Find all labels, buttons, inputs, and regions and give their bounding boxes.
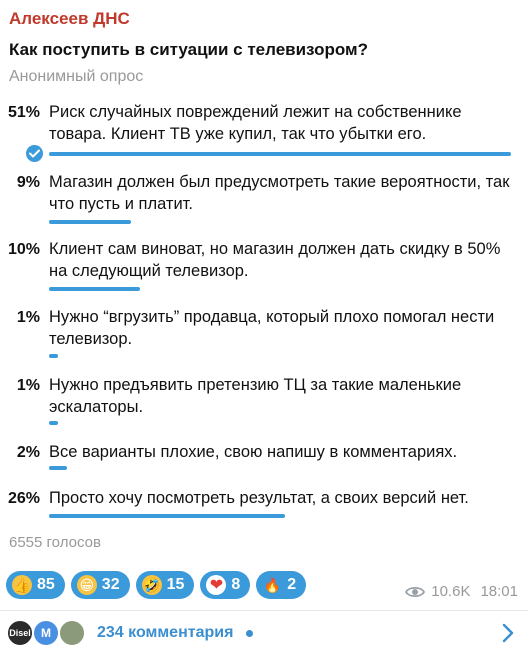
rofl-face-icon: 🤣 — [141, 575, 162, 595]
reaction-count: 8 — [231, 576, 241, 593]
option-percent: 51% — [7, 104, 40, 121]
chevron-right-icon[interactable] — [502, 623, 514, 643]
reaction-count: 2 — [287, 576, 297, 593]
option-result-bar — [49, 220, 131, 224]
option-percent: 26% — [7, 490, 40, 507]
option-text: Риск случайных повреждений лежит на собс… — [49, 103, 462, 143]
poll-type-label: Анонимный опрос — [9, 68, 144, 85]
option-percent: 1% — [16, 377, 40, 394]
channel-author[interactable]: Алексеев ДНС — [9, 9, 130, 28]
option-result-bar — [49, 287, 140, 291]
poll-question: Как поступить в ситуации с телевизором? — [9, 40, 368, 59]
option-result-bar — [49, 152, 511, 156]
option-percent: 9% — [16, 174, 40, 191]
option-result-bar — [49, 466, 67, 470]
avatar — [58, 619, 86, 647]
reaction-chip[interactable]: 🔥 2 — [256, 571, 307, 599]
fire-icon: 🔥 — [263, 576, 282, 593]
option-text: Все варианты плохие, свою напишу в комме… — [49, 443, 458, 461]
reaction-chip[interactable]: 🤣 15 — [135, 571, 195, 599]
comments-link[interactable]: Disel M 234 комментария — [0, 611, 528, 654]
option-result-bar — [49, 354, 58, 358]
reaction-count: 85 — [37, 576, 55, 593]
option-percent: 10% — [7, 241, 40, 258]
unread-dot — [246, 630, 253, 637]
reactions-bar: 👍 85 😁 32 🤣 15 ❤ 8 🔥 2 — [6, 571, 307, 599]
option-percent: 2% — [16, 444, 40, 461]
eye-icon — [405, 586, 426, 597]
commenter-avatars: Disel M — [6, 619, 90, 647]
thumbs-up-icon: 👍 — [12, 575, 32, 595]
option-text: Просто хочу посмотреть результат, а свои… — [49, 489, 469, 507]
option-text: Клиент сам виноват, но магазин должен да… — [49, 240, 501, 280]
option-percent: 1% — [16, 309, 40, 326]
option-result-bar — [49, 514, 285, 518]
option-text: Нужно “вгрузить” продавца, который плохо… — [49, 308, 495, 348]
grinning-face-icon: 😁 — [76, 575, 97, 595]
avatar: M — [32, 619, 60, 647]
option-text: Нужно предъявить претензию ТЦ за такие м… — [49, 376, 462, 416]
chosen-check-icon — [26, 145, 43, 162]
reaction-count: 32 — [101, 576, 120, 593]
reaction-count: 15 — [166, 576, 185, 593]
post-time: 18:01 — [480, 583, 518, 600]
reaction-chip[interactable]: 😁 32 — [70, 571, 130, 599]
post-meta: 10.6K 18:01 — [405, 583, 518, 600]
heart-icon: ❤ — [206, 575, 227, 595]
avatar: Disel — [6, 619, 34, 647]
reaction-chip[interactable]: ❤ 8 — [200, 571, 251, 599]
views-count: 10.6K — [431, 583, 471, 600]
option-result-bar — [49, 421, 58, 425]
reaction-chip[interactable]: 👍 85 — [6, 571, 65, 599]
option-text: Магазин должен был предусмотреть такие в… — [49, 173, 510, 213]
votes-count: 6555 голосов — [9, 534, 101, 551]
divider — [0, 610, 528, 611]
comments-count[interactable]: 234 комментария — [97, 624, 234, 641]
